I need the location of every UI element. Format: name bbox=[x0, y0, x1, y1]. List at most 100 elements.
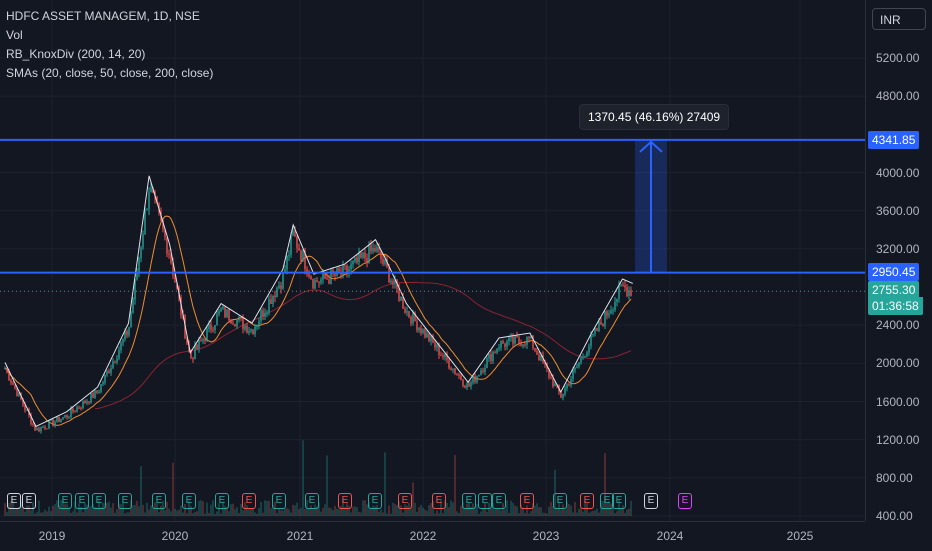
candle-body bbox=[148, 192, 150, 210]
legend-indicator-knoxdiv[interactable]: RB_KnoxDiv (200, 14, 20) bbox=[6, 47, 146, 61]
volume-bar bbox=[234, 509, 236, 516]
volume-bar bbox=[448, 507, 450, 516]
volume-bar bbox=[260, 501, 262, 516]
candle-body bbox=[142, 234, 144, 248]
volume-bar bbox=[296, 502, 298, 516]
volume-bar bbox=[580, 507, 582, 516]
earnings-marker[interactable]: E bbox=[520, 493, 534, 509]
candle-body bbox=[244, 325, 246, 330]
candle-body bbox=[554, 383, 556, 387]
candle-body bbox=[402, 296, 404, 309]
candle-body bbox=[394, 279, 396, 284]
volume-bar bbox=[36, 511, 38, 516]
earnings-marker[interactable]: E bbox=[368, 493, 382, 509]
candle-body bbox=[250, 329, 252, 332]
candle-body bbox=[74, 411, 76, 413]
volume-bar bbox=[354, 506, 356, 516]
volume-bar bbox=[4, 503, 6, 516]
volume-bar bbox=[236, 507, 238, 516]
volume-bar bbox=[100, 507, 102, 516]
candle-body bbox=[144, 210, 146, 235]
volume-bar bbox=[90, 505, 92, 516]
volume-bar bbox=[462, 501, 464, 516]
earnings-marker[interactable]: E bbox=[678, 493, 692, 509]
candle-body bbox=[202, 339, 204, 341]
symbol-title[interactable]: HDFC ASSET MANAGEM, 1D, NSE bbox=[6, 9, 200, 23]
earnings-marker[interactable]: E bbox=[600, 493, 614, 509]
candle-body bbox=[156, 196, 158, 204]
earnings-marker[interactable]: E bbox=[398, 493, 412, 509]
candle-body bbox=[312, 279, 314, 289]
candle-body bbox=[128, 327, 130, 336]
earnings-marker[interactable]: E bbox=[215, 493, 229, 509]
currency-button[interactable]: INR bbox=[872, 8, 926, 30]
candle-body bbox=[108, 371, 110, 374]
earnings-marker[interactable]: E bbox=[644, 493, 658, 509]
volume-bar bbox=[34, 513, 36, 516]
price-tick: 2000.00 bbox=[876, 356, 920, 371]
volume-bar bbox=[22, 507, 24, 516]
earnings-marker[interactable]: E bbox=[58, 493, 72, 509]
volume-bar bbox=[628, 508, 630, 516]
candle-body bbox=[260, 310, 262, 321]
volume-bar bbox=[532, 503, 534, 516]
volume-bar bbox=[418, 507, 420, 516]
candle-body bbox=[520, 342, 522, 347]
candle-body bbox=[324, 272, 326, 279]
earnings-marker[interactable]: E bbox=[152, 493, 166, 509]
time-axis[interactable]: 2019 2020 2021 2022 2023 2024 2025 bbox=[0, 521, 865, 551]
candle-body bbox=[602, 324, 604, 326]
earnings-marker[interactable]: E bbox=[272, 493, 286, 509]
volume-bar bbox=[578, 508, 580, 516]
candle-body bbox=[112, 361, 114, 369]
earnings-marker[interactable]: E bbox=[580, 493, 594, 509]
candle-body bbox=[286, 256, 288, 270]
earnings-marker[interactable]: E bbox=[7, 493, 21, 509]
candle-body bbox=[302, 250, 304, 261]
price-chart[interactable] bbox=[0, 0, 865, 521]
volume-bar bbox=[20, 501, 22, 516]
candle-body bbox=[628, 290, 630, 296]
candle-body bbox=[208, 324, 210, 329]
volume-bar bbox=[358, 511, 360, 516]
volume-bar bbox=[200, 500, 202, 516]
candle-body bbox=[432, 336, 434, 343]
earnings-marker[interactable]: E bbox=[182, 493, 196, 509]
volume-bar bbox=[116, 509, 118, 516]
earnings-marker[interactable]: E bbox=[553, 493, 567, 509]
volume-bar bbox=[524, 512, 526, 516]
earnings-marker[interactable]: E bbox=[75, 493, 89, 509]
candle-body bbox=[620, 284, 622, 286]
chart-pane[interactable]: HDFC ASSET MANAGEM, 1D, NSE Vol RB_KnoxD… bbox=[0, 0, 865, 521]
volume-bar bbox=[74, 501, 76, 516]
volume-bar bbox=[528, 513, 530, 516]
candle-body bbox=[102, 382, 104, 385]
earnings-marker[interactable]: E bbox=[305, 493, 319, 509]
volume-bar bbox=[76, 512, 78, 516]
candle-body bbox=[330, 270, 332, 284]
earnings-marker[interactable]: E bbox=[338, 493, 352, 509]
legend-indicator-smas[interactable]: SMAs (20, close, 50, close, 200, close) bbox=[6, 66, 214, 80]
volume-bar bbox=[434, 513, 436, 516]
volume-bar bbox=[318, 502, 320, 516]
volume-bar bbox=[406, 505, 408, 516]
earnings-marker[interactable]: E bbox=[612, 493, 626, 509]
legend-volume[interactable]: Vol bbox=[6, 28, 23, 42]
earnings-marker[interactable]: E bbox=[432, 493, 446, 509]
candle-body bbox=[18, 392, 20, 397]
volume-bar bbox=[66, 504, 68, 516]
candle-body bbox=[354, 257, 356, 262]
earnings-marker[interactable]: E bbox=[118, 493, 132, 509]
volume-bar bbox=[158, 512, 160, 516]
candle-body bbox=[460, 375, 462, 381]
earnings-marker[interactable]: E bbox=[478, 493, 492, 509]
earnings-marker[interactable]: E bbox=[462, 493, 476, 509]
price-axis[interactable]: INR 5200.00 4800.00 4000.00 3600.00 3200.00 2… bbox=[865, 0, 932, 523]
earnings-marker[interactable]: E bbox=[22, 493, 36, 509]
horizontal-lines bbox=[0, 138, 865, 292]
volume-bar bbox=[110, 507, 112, 516]
earnings-marker[interactable]: E bbox=[92, 493, 106, 509]
earnings-marker[interactable]: E bbox=[492, 493, 506, 509]
candle-body bbox=[536, 350, 538, 355]
earnings-marker[interactable]: E bbox=[242, 493, 256, 509]
